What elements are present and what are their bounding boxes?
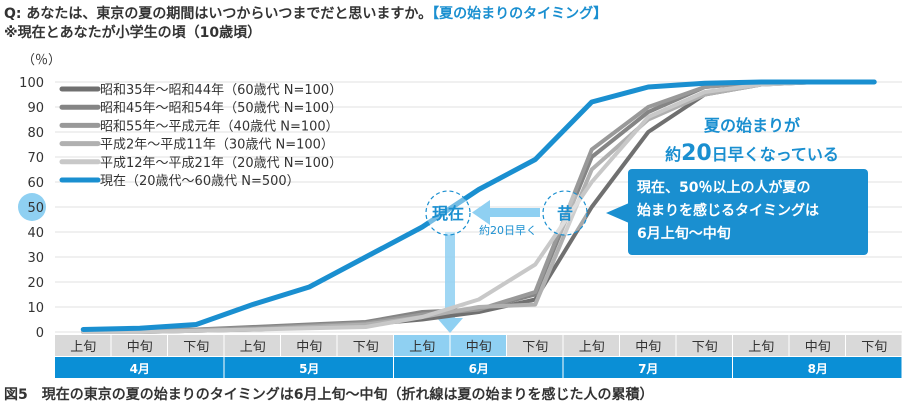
month-cell [563, 357, 732, 378]
genzai-circle [425, 190, 471, 236]
headline-line2: 約20日早くなっている [665, 141, 839, 166]
category-label: 下旬 [861, 340, 887, 355]
down-arrow-shaft [445, 232, 455, 320]
y-tick-label: 50 [27, 201, 44, 216]
category-label: 上旬 [240, 340, 266, 355]
category-cell [281, 335, 337, 356]
down-arrow-head [437, 318, 463, 333]
arrow-label: 約20日早く [479, 223, 537, 237]
category-cell [450, 335, 506, 356]
category-label: 下旬 [353, 340, 379, 355]
legend-label: 平成12年～平成21年（20歳代 N=100） [100, 156, 342, 171]
highlight-tick-circle [18, 193, 46, 221]
y-tick-label: 10 [27, 301, 44, 316]
category-label: 上旬 [748, 340, 774, 355]
series-line [81, 80, 877, 334]
question-note: ※現在とあなたが小学生の頃（10歳頃） [4, 25, 262, 41]
category-label: 中旬 [805, 340, 831, 355]
category-label: 上旬 [70, 340, 96, 355]
category-cell [111, 335, 167, 356]
left-arrow-shaft [488, 208, 540, 217]
month-label: 6月 [469, 362, 489, 376]
category-label: 下旬 [692, 340, 718, 355]
mukashi-circle [542, 190, 588, 236]
category-label: 下旬 [522, 340, 548, 355]
figure-caption: 図5 現在の東京の夏の始まりのタイミングは6月上旬～中旬（折れ線は夏の始まりを感… [4, 387, 654, 403]
series-line [80, 79, 877, 332]
month-cell [224, 357, 393, 378]
category-label: 中旬 [127, 340, 153, 355]
left-arrow-head [472, 200, 490, 225]
mukashi-label: 昔 [557, 204, 573, 223]
legend-label: 昭和45年～昭和54年（50歳代 N=100） [100, 101, 342, 116]
y-tick-label: 20 [27, 276, 44, 291]
y-tick-label: 80 [27, 126, 44, 141]
legend-label: 昭和55年～平成元年（40歳代 N=100） [100, 119, 339, 134]
month-label: 5月 [299, 362, 319, 376]
callout-text: 始まりを感じるタイミングは [637, 202, 819, 219]
category-cell [507, 335, 563, 356]
month-cell [733, 357, 902, 378]
y-tick-label: 30 [27, 251, 44, 266]
legend-label: 昭和35年～昭和44年（60歳代 N=100） [100, 83, 342, 98]
genzai-label: 現在 [432, 204, 464, 223]
category-cell [55, 335, 111, 356]
category-cell [846, 335, 902, 356]
question-text: Q: あなたは、東京の夏の期間はいつからいつまでだと思いますか。 [4, 6, 433, 22]
category-cell [620, 335, 676, 356]
category-cell [337, 335, 393, 356]
category-label: 中旬 [635, 340, 661, 355]
y-tick-label: 70 [27, 151, 44, 166]
y-tick-label: 100 [19, 76, 44, 91]
headline-part: 約 [665, 145, 681, 164]
month-cell [394, 357, 563, 378]
y-tick-label: 40 [27, 226, 44, 241]
category-cell [789, 335, 845, 356]
category-cell [563, 335, 619, 356]
y-tick-label: 0 [36, 326, 44, 341]
month-label: 8月 [808, 362, 828, 376]
y-tick-label: 60 [27, 176, 44, 191]
y-axis-unit: （％） [22, 53, 61, 68]
callout-box [628, 169, 868, 255]
category-cell [224, 335, 280, 356]
category-label: 中旬 [296, 340, 322, 355]
category-cell [394, 335, 450, 356]
month-cell [55, 357, 224, 378]
callout-text: 現在、50％以上の人が夏の [637, 179, 810, 196]
y-tick-label: 90 [27, 101, 44, 116]
category-label: 中旬 [466, 340, 492, 355]
category-label: 下旬 [183, 340, 209, 355]
legend-label: 現在（20歳代～60歳代 N=500） [100, 174, 300, 189]
headline-line1: 夏の始まりが [703, 116, 800, 135]
category-label: 上旬 [409, 340, 435, 355]
callout-pointer [606, 203, 629, 223]
legend-label: 平成2年～平成11年（30歳代 N=100） [100, 138, 334, 153]
category-cell [676, 335, 732, 356]
category-cell [733, 335, 789, 356]
category-cell [168, 335, 224, 356]
month-label: 4月 [130, 362, 150, 376]
category-label: 上旬 [579, 340, 605, 355]
headline-part: 日早くなっている [712, 145, 839, 164]
month-label: 7月 [638, 362, 658, 376]
question-tag: 【夏の始まりのタイミング】 [432, 6, 608, 22]
question-title: Q: あなたは、東京の夏の期間はいつからいつまでだと思いますか。【夏の始まりのタ… [4, 3, 607, 23]
callout-text: 6月上旬～中旬 [637, 225, 731, 242]
headline-part: 20 [681, 141, 712, 166]
